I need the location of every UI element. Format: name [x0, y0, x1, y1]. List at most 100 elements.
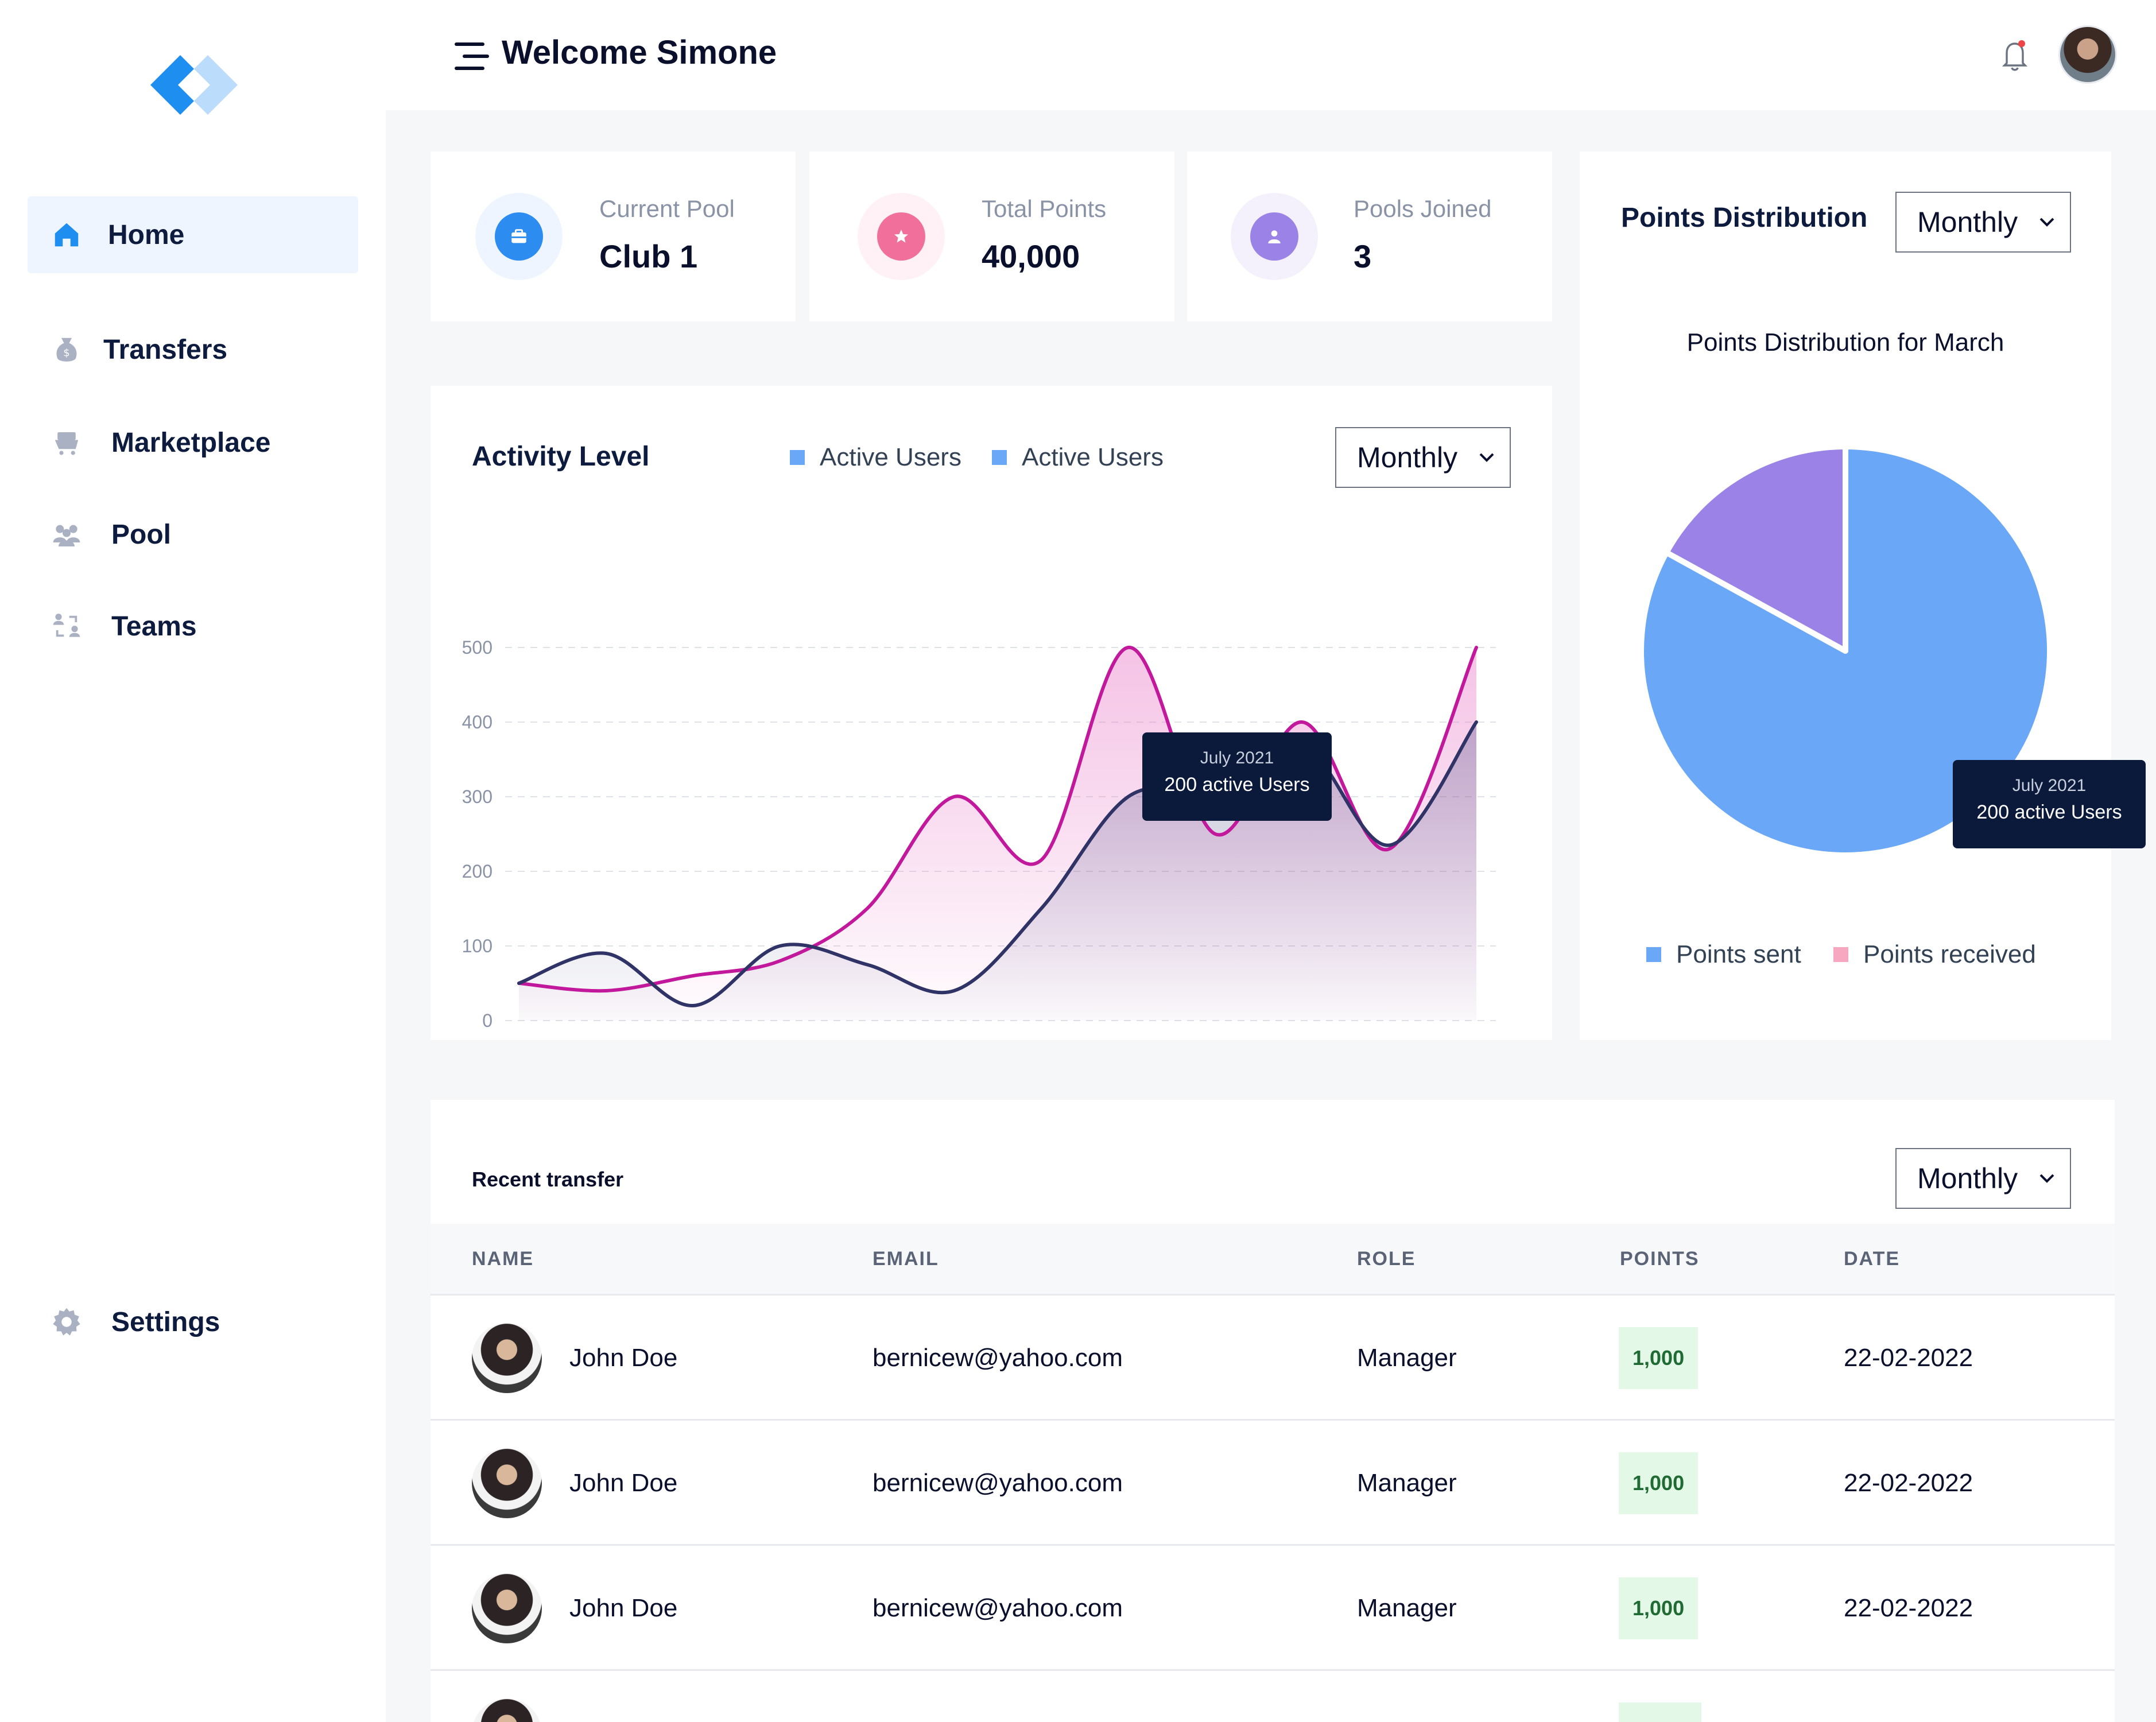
- sidebar-item-transfers[interactable]: $ Transfers: [28, 311, 358, 388]
- activity-title: Activity Level: [472, 441, 650, 472]
- cell-name: John Doe: [569, 1594, 678, 1622]
- sidebar-item-label: Settings: [111, 1306, 220, 1337]
- points-badge: 1,000: [1619, 1327, 1699, 1389]
- distribution-period-select[interactable]: Monthly: [1895, 192, 2071, 253]
- points-badge: [1619, 1702, 1701, 1722]
- sidebar: Home $ Transfers Marketplace Pool Teams …: [0, 0, 386, 1722]
- transfer-period-select[interactable]: Monthly: [1895, 1148, 2071, 1209]
- home-icon: [48, 216, 85, 253]
- sidebar-item-label: Pool: [111, 519, 171, 550]
- stat-card-pools-joined: Pools Joined 3: [1187, 152, 1552, 321]
- cell-role: Manager: [1357, 1344, 1457, 1372]
- chevron-down-icon: [1479, 453, 1494, 462]
- stat-icon-bg: [475, 193, 563, 280]
- column-header-role[interactable]: ROLE: [1357, 1248, 1416, 1270]
- stat-value: Club 1: [599, 238, 698, 274]
- column-header-points[interactable]: POINTS: [1620, 1248, 1700, 1270]
- activity-line-chart: 0100200300400500JanFebMarAprMayJunJulAug…: [462, 637, 1496, 1031]
- table-row[interactable]: [431, 1669, 2115, 1722]
- sidebar-item-label: Home: [108, 219, 185, 250]
- sidebar-item-teams[interactable]: Teams: [28, 588, 358, 665]
- activity-card: Activity Level Active Users Active Users…: [431, 386, 1552, 1040]
- table-row[interactable]: John Doe bernicew@yahoo.com Manager 1,00…: [431, 1544, 2115, 1669]
- stat-label: Total Points: [982, 195, 1107, 222]
- legend-label: Points received: [1863, 940, 2036, 968]
- user-icon: [1250, 212, 1298, 261]
- cart-icon: [48, 424, 85, 461]
- sidebar-item-label: Marketplace: [111, 427, 271, 458]
- cell-role: Manager: [1357, 1594, 1457, 1622]
- legend-label: Points sent: [1676, 940, 1801, 968]
- column-header-name[interactable]: NAME: [472, 1248, 534, 1270]
- briefcase-icon: [495, 212, 543, 261]
- points-distribution-card: Points Distribution Monthly Points Distr…: [1580, 152, 2146, 1040]
- main-content: Current Pool Club 1 Total Points 40,000 …: [386, 110, 2156, 1722]
- legend-item: Points sent: [1646, 940, 1801, 969]
- cell-date: 22-02-2022: [1844, 1344, 1973, 1372]
- points-pie-chart: [1638, 444, 2053, 858]
- table-row[interactable]: John Doe bernicew@yahoo.com Manager 1,00…: [431, 1294, 2115, 1419]
- legend-label: Active Users: [1022, 443, 1164, 471]
- legend-label: Active Users: [820, 443, 961, 471]
- legend-swatch: [992, 450, 1007, 465]
- tooltip-date: July 2021: [1200, 748, 1274, 767]
- cell-email: bernicew@yahoo.com: [873, 1469, 1123, 1497]
- cell-name: John Doe: [569, 1469, 678, 1497]
- stat-icon-bg: [1231, 193, 1318, 280]
- pie-slice: [1663, 444, 1848, 654]
- sidebar-item-settings[interactable]: Settings: [28, 1283, 358, 1360]
- distribution-subtitle: Points Distribution for March: [1686, 328, 2004, 356]
- chevron-down-icon: [2039, 218, 2054, 227]
- tooltip-date: July 2021: [2012, 776, 2087, 795]
- star-icon: [877, 212, 925, 261]
- select-value: Monthly: [1917, 206, 2018, 238]
- select-value: Monthly: [1917, 1162, 2018, 1194]
- sidebar-item-label: Transfers: [103, 334, 228, 365]
- tooltip-value: 200 active Users: [1164, 774, 1310, 796]
- sidebar-item-home[interactable]: Home: [28, 196, 358, 273]
- cell-role: Manager: [1357, 1469, 1457, 1497]
- user-avatar[interactable]: [2058, 25, 2117, 84]
- avatar: [472, 1573, 542, 1643]
- group-icon: [48, 516, 85, 553]
- activity-period-select[interactable]: Monthly: [1335, 427, 1511, 488]
- stat-card-total-points: Total Points 40,000: [809, 152, 1174, 321]
- chevron-down-icon: [2039, 1174, 2054, 1183]
- stat-label: Pools Joined: [1354, 195, 1492, 222]
- stat-card-current-pool: Current Pool Club 1: [431, 152, 796, 321]
- sidebar-item-pool[interactable]: Pool: [28, 496, 358, 573]
- notification-bell-icon[interactable]: [1999, 38, 2031, 72]
- sidebar-item-marketplace[interactable]: Marketplace: [28, 404, 358, 481]
- y-tick-label: 0: [482, 1010, 493, 1031]
- cell-name: John Doe: [569, 1344, 678, 1372]
- cell-email: bernicew@yahoo.com: [873, 1344, 1123, 1372]
- distribution-title: Points Distribution: [1621, 203, 1868, 233]
- legend-swatch: [1646, 947, 1661, 962]
- avatar: [472, 1448, 542, 1518]
- column-header-email[interactable]: EMAIL: [873, 1248, 939, 1270]
- table-row[interactable]: John Doe bernicew@yahoo.com Manager 1,00…: [431, 1419, 2115, 1544]
- stat-icon-bg: [858, 193, 945, 280]
- gear-icon: [48, 1304, 85, 1340]
- top-bar: Welcome Simone: [386, 0, 2156, 110]
- cell-date: 22-02-2022: [1844, 1469, 1973, 1497]
- legend-item: Active Users: [790, 443, 961, 472]
- avatar: [472, 1698, 542, 1722]
- series-line: [517, 720, 1478, 1008]
- tooltip-value: 200 active Users: [1976, 801, 2122, 823]
- y-tick-label: 500: [462, 637, 493, 658]
- y-tick-label: 100: [462, 936, 493, 956]
- y-tick-label: 300: [462, 786, 493, 807]
- legend-item: Active Users: [992, 443, 1164, 472]
- money-bag-icon: $: [48, 331, 85, 368]
- y-tick-label: 200: [462, 861, 493, 882]
- select-value: Monthly: [1357, 441, 1458, 474]
- menu-icon[interactable]: [455, 41, 489, 71]
- legend-swatch: [1833, 947, 1848, 962]
- stat-label: Current Pool: [599, 195, 735, 222]
- avatar: [472, 1323, 542, 1393]
- column-header-date[interactable]: DATE: [1844, 1248, 1901, 1270]
- points-badge: 1,000: [1619, 1452, 1699, 1514]
- recent-transfer-card: Recent transfer Monthly NAME EMAIL ROLE …: [431, 1100, 2115, 1722]
- recent-transfer-title: Recent transfer: [472, 1168, 624, 1191]
